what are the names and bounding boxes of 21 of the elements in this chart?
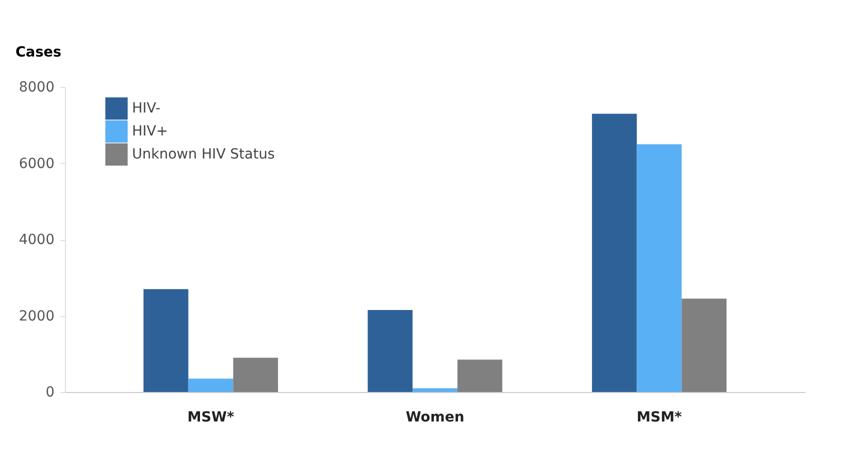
legend-label: Unknown HIV Status [132, 146, 275, 162]
bar [457, 360, 502, 392]
x-tick-label: MSM* [636, 410, 683, 426]
bar [682, 298, 727, 392]
bar [636, 144, 682, 392]
x-tick-label: Women [406, 410, 464, 426]
y-tick-label: 2000 [18, 308, 54, 324]
y-tick-label: 6000 [18, 156, 54, 172]
legend-label: HIV- [132, 100, 160, 116]
bar [233, 358, 278, 392]
bar [143, 289, 188, 392]
y-tick-label: 8000 [18, 80, 54, 96]
bar [188, 378, 234, 392]
y-axis-title: Cases [16, 44, 62, 60]
x-tick-label: MSW* [187, 410, 235, 426]
y-tick-label: 4000 [18, 232, 54, 248]
legend-label: HIV+ [132, 124, 168, 140]
y-tick-label: 0 [46, 384, 54, 400]
bar [412, 388, 458, 392]
bar [368, 310, 413, 392]
bar [592, 114, 637, 392]
